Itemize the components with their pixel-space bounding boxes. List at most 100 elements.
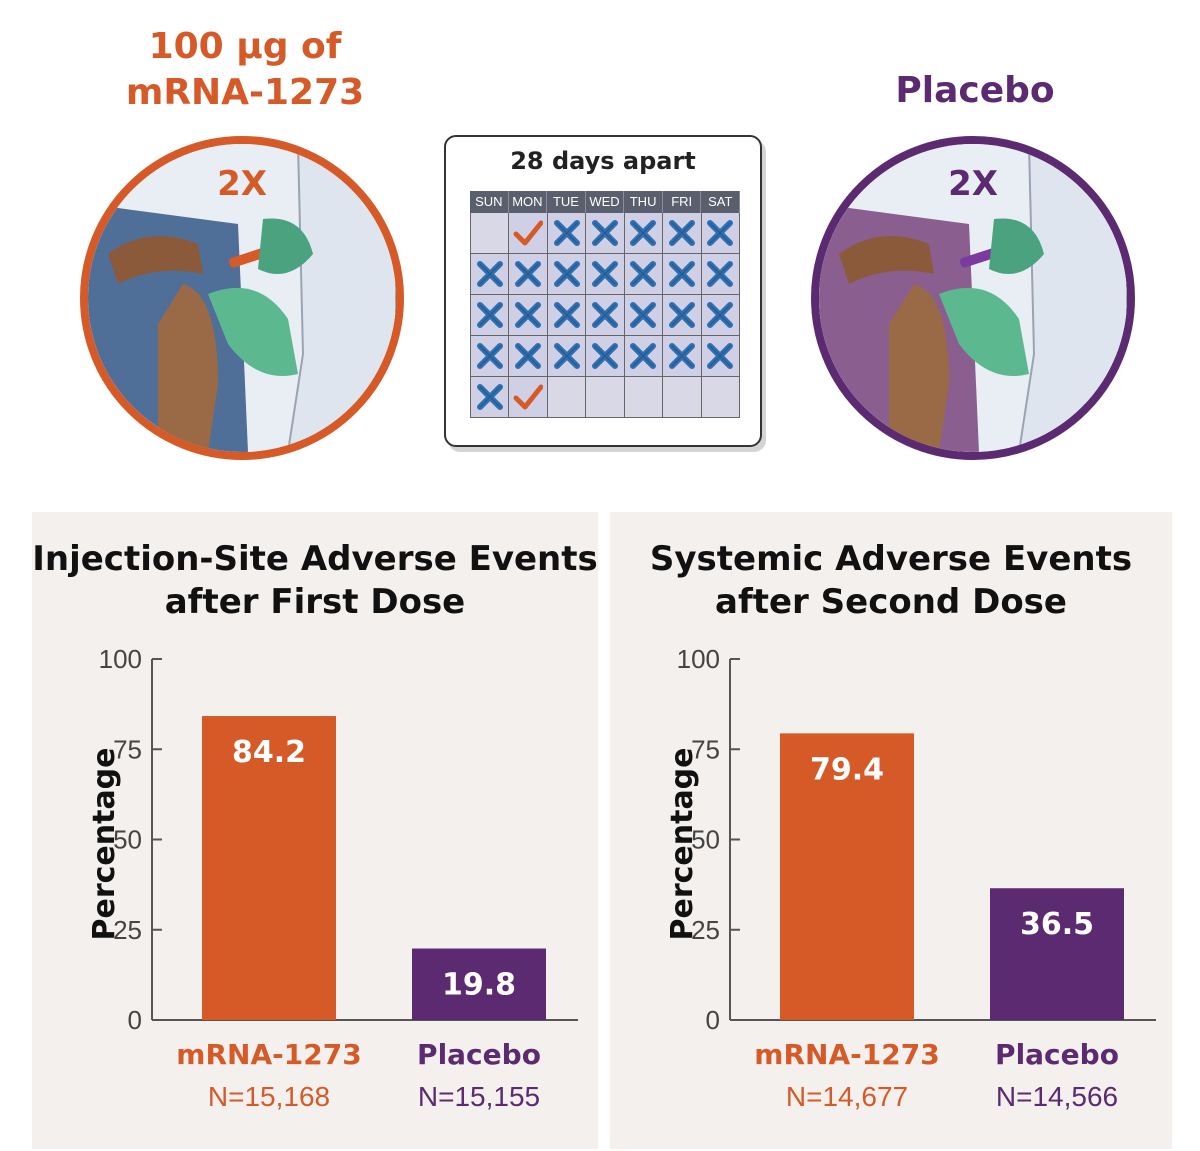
calendar-day-cell (509, 377, 548, 418)
y-tick-label: 75 (113, 734, 142, 764)
cross-mark-icon (515, 261, 542, 287)
y-tick-label: 50 (691, 825, 720, 855)
cross-mark-icon (476, 343, 503, 369)
systemic-chart-panel: Systemic Adverse Events after Second Dos… (610, 512, 1172, 1149)
calendar-title: 28 days apart (510, 147, 696, 175)
calendar-day-cell (547, 213, 587, 254)
calendar-week-row (470, 213, 740, 254)
bar-value-label: 84.2 (232, 735, 306, 770)
placebo-arm-title: Placebo (895, 70, 1055, 111)
cross-mark-icon (630, 261, 657, 287)
calendar-day-sun: SUN (470, 191, 509, 213)
calendar-day-cell (663, 295, 702, 336)
calendar-day-cell (586, 254, 625, 295)
mrna-injection-illustration: 2X (80, 136, 404, 460)
calendar-day-cell (624, 213, 664, 254)
calendar-day-fri: FRI (662, 191, 702, 213)
injection-site-chart-panel: Injection-Site Adverse Events after Firs… (32, 512, 598, 1149)
calendar-day-tue: TUE (547, 191, 586, 213)
calendar-day-cell (701, 377, 740, 418)
bar-placebo (412, 948, 546, 1020)
calendar-grid: SUN MON TUE WED THU FRI SAT (470, 191, 741, 418)
bar-value-label: 79.4 (810, 752, 884, 787)
y-tick-label: 50 (113, 825, 142, 855)
category-label: Placebo (417, 1038, 541, 1071)
calendar-day-cell (586, 336, 625, 377)
category-label: Placebo (995, 1038, 1119, 1071)
calendar-day-cell (470, 213, 510, 254)
calendar-day-cell (624, 377, 664, 418)
y-tick-label: 25 (691, 915, 720, 945)
calendar-day-cell (586, 295, 625, 336)
calendar-day-thu: THU (624, 191, 663, 213)
chart-title-line1: Injection-Site Adverse Events (32, 539, 598, 579)
calendar-day-cell (624, 295, 664, 336)
placebo-injection-illustration: 2X (811, 136, 1135, 460)
injection-illustration-icon (819, 144, 1127, 452)
cross-mark-icon (476, 261, 503, 287)
y-tick-label: 25 (113, 915, 142, 945)
bar-value-label: 36.5 (1020, 907, 1094, 942)
calendar-day-sat: SAT (701, 191, 741, 213)
chart-title-line2: after First Dose (164, 582, 466, 622)
cross-mark-icon (553, 343, 580, 369)
y-tick-label: 100 (99, 644, 142, 674)
sample-size-label: N=15,155 (418, 1081, 540, 1112)
injection-site-bar-chart: 0 25 50 75 100 Percentage 84.2 mRNA-1273 N=15,16… (87, 644, 578, 1112)
calendar-day-cell (663, 377, 702, 418)
calendar-day-cell (701, 254, 740, 295)
cross-mark-icon (591, 343, 618, 369)
category-label: mRNA-1273 (754, 1038, 939, 1071)
calendar-day-cell (624, 336, 664, 377)
cross-mark-icon (476, 384, 503, 410)
calendar-week-row (470, 295, 740, 336)
calendar-day-cell (509, 254, 548, 295)
calendar-day-mon: MON (508, 191, 548, 213)
bar-placebo (990, 888, 1124, 1020)
y-tick-label: 0 (128, 1005, 142, 1035)
calendar-day-cell (547, 377, 587, 418)
cross-mark-icon (591, 220, 618, 246)
mrna-arm-title: 100 μg of mRNA-1273 (95, 24, 395, 116)
calendar-day-cell (663, 254, 702, 295)
cross-mark-icon (630, 343, 657, 369)
calendar-day-cell (470, 336, 510, 377)
injection-illustration-icon (88, 144, 396, 452)
y-tick-label: 100 (677, 644, 720, 674)
cross-mark-icon (553, 220, 580, 246)
cross-mark-icon (591, 261, 618, 287)
cross-mark-icon (476, 302, 503, 328)
calendar-day-cell (701, 295, 740, 336)
cross-mark-icon (630, 220, 657, 246)
calendar-day-cell (470, 377, 510, 418)
checkmark-icon (513, 384, 544, 410)
y-axis-label: Percentage (87, 747, 122, 940)
cross-mark-icon (668, 261, 695, 287)
calendar-day-cell (701, 213, 740, 254)
calendar-day-cell (509, 336, 548, 377)
cross-mark-icon (707, 261, 734, 287)
cross-mark-icon (707, 220, 734, 246)
calendar-day-cell (586, 213, 625, 254)
placebo-dose-count: 2X (948, 164, 998, 204)
cross-mark-icon (515, 302, 542, 328)
calendar-day-wed: WED (585, 191, 625, 213)
cross-mark-icon (668, 343, 695, 369)
chart-title-line2: after Second Dose (715, 582, 1067, 622)
chart-title-line1: Systemic Adverse Events (649, 539, 1133, 579)
y-axis-label: Percentage (665, 747, 700, 940)
calendar-day-cell (470, 295, 510, 336)
cross-mark-icon (630, 302, 657, 328)
calendar-day-cell (547, 336, 587, 377)
category-label: mRNA-1273 (176, 1038, 361, 1071)
cross-mark-icon (707, 302, 734, 328)
chart-title: Systemic Adverse Events after Second Dos… (610, 538, 1172, 624)
cross-mark-icon (707, 343, 734, 369)
dosing-calendar: 28 days apart SUN MON TUE WED THU FRI SAT (444, 135, 762, 447)
bar-mrna-1273 (780, 733, 914, 1020)
calendar-day-cell (547, 295, 587, 336)
cross-mark-icon (515, 343, 542, 369)
systemic-bar-chart: 0 25 50 75 100 Percentage 79.4 mRNA-1273 N=14,67… (665, 644, 1156, 1112)
sample-size-label: N=14,566 (996, 1081, 1118, 1112)
calendar-week-row (470, 254, 740, 295)
